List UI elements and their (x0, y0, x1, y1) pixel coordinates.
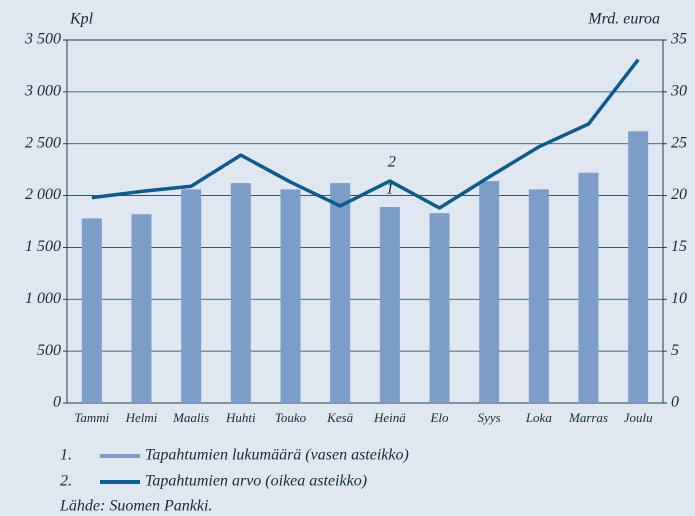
y2-tick-label: 35 (670, 31, 687, 48)
y-axis-label: Kpl (69, 11, 94, 28)
y2-tick-label: 30 (670, 83, 687, 100)
y2-tick-label: 15 (671, 238, 687, 255)
y-tick-label: 3 500 (24, 31, 61, 48)
bar (379, 206, 400, 403)
y-tick-label: 2 000 (25, 186, 61, 203)
y2-tick-label: 0 (671, 394, 679, 411)
bar (330, 183, 351, 403)
x-tick-label: Syys (478, 410, 501, 425)
annotation: 2 (388, 154, 396, 171)
bar (429, 213, 450, 403)
x-tick-label: Helmi (125, 410, 158, 425)
x-tick-label: Heinä (373, 410, 406, 425)
legend-number: 2. (60, 473, 72, 490)
y2-tick-label: 20 (671, 186, 687, 203)
bar (578, 172, 599, 403)
source: Lähde: Suomen Pankki. (59, 498, 212, 515)
bar (131, 214, 152, 403)
x-tick-label: Elo (429, 410, 449, 425)
x-tick-label: Tammi (74, 410, 109, 425)
bar (81, 218, 102, 403)
y2-axis-label: Mrd. euroa (587, 11, 660, 28)
x-tick-label: Huhti (225, 410, 256, 425)
y-tick-label: 1 500 (25, 238, 61, 255)
legend-number: 1. (60, 447, 72, 464)
x-tick-label: Marras (568, 410, 608, 425)
plot-frame (66, 39, 664, 404)
x-tick-label: Loka (525, 410, 553, 425)
y2-tick-label: 10 (671, 290, 687, 307)
bar (280, 189, 301, 403)
bar (628, 131, 649, 404)
y-tick-label: 2 500 (25, 134, 61, 151)
line (91, 58, 640, 210)
x-tick-label: Kesä (326, 410, 354, 425)
y2-tick-label: 5 (671, 342, 679, 359)
x-tick-label: Joulu (624, 410, 653, 425)
y-tick-label: 3 000 (24, 83, 61, 100)
annotation: 1 (386, 181, 394, 198)
legend-label: Tapahtumien lukumäärä (vasen asteikko) (145, 447, 409, 464)
x-tick-label: Touko (275, 410, 307, 425)
x-tick-label: Maalis (172, 410, 209, 425)
bar (479, 181, 500, 403)
y2-tick-label: 25 (671, 134, 687, 151)
y-tick-label: 1 000 (25, 290, 61, 307)
bar (230, 183, 251, 403)
y-tick-label: 500 (37, 342, 61, 359)
bar (528, 189, 549, 403)
legend-label: Tapahtumien arvo (oikea asteikko) (145, 473, 367, 490)
y-tick-label: 0 (53, 394, 61, 411)
bar (181, 189, 202, 403)
